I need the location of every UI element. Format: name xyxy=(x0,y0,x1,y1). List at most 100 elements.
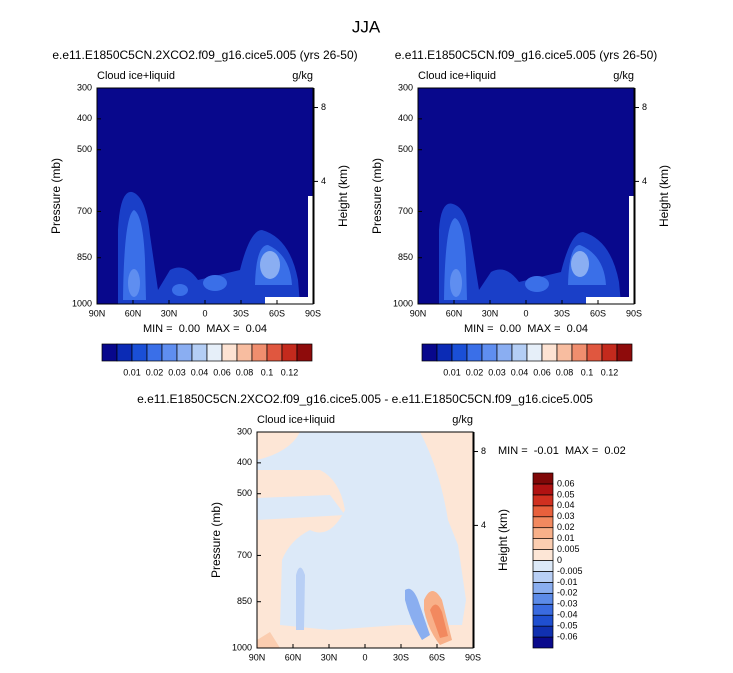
contour-field xyxy=(97,88,313,304)
colorbar-label: -0.005 xyxy=(557,566,583,576)
y2-axis-label: Height (km) xyxy=(657,165,671,227)
colorbar-box xyxy=(526,343,543,362)
y-tick-label: 500 xyxy=(237,488,252,498)
colorbar-label: 0.08 xyxy=(236,367,254,377)
colorbar-label: 0.01 xyxy=(123,367,141,377)
x-tick-label: 90S xyxy=(626,308,642,318)
x-tick-label: 30S xyxy=(393,652,409,662)
colorbar-box xyxy=(532,549,554,561)
y2-axis-label: Height (km) xyxy=(336,165,350,227)
stats-label: MIN = 0.00 MAX = 0.04 xyxy=(143,323,267,335)
colorbar-label: -0.04 xyxy=(557,610,578,620)
y-tick-label: 700 xyxy=(398,206,413,216)
y-tick-label: 400 xyxy=(77,113,92,123)
colorbar-box xyxy=(436,343,453,362)
colorbar-label: -0.01 xyxy=(557,577,578,587)
colorbar-label: 0.06 xyxy=(557,478,575,488)
colorbar-label: 0.04 xyxy=(511,367,529,377)
y-tick-label: 700 xyxy=(237,550,252,560)
colorbar-label: 0.1 xyxy=(261,367,274,377)
colorbar-box xyxy=(176,343,193,362)
colorbar-label: 0.01 xyxy=(557,533,575,543)
colorbar-label: 0.05 xyxy=(557,489,575,499)
x-tick-label: 60S xyxy=(429,652,445,662)
y-tick-label: 850 xyxy=(237,596,252,606)
colorbar-box xyxy=(511,343,528,362)
x-tick-label: 0 xyxy=(362,652,367,662)
y-tick-label: 300 xyxy=(77,82,92,92)
y-axis-label: Pressure (mb) xyxy=(209,502,223,578)
colorbar-label: 0.03 xyxy=(168,367,186,377)
colorbar-box xyxy=(532,483,554,496)
colorbar-box xyxy=(532,494,554,507)
colorbar-box xyxy=(601,343,618,362)
colorbar-box xyxy=(421,343,438,362)
x-tick-label: 90N xyxy=(89,308,106,318)
left-string: Cloud ice+liquid xyxy=(418,70,496,82)
colorbar-box xyxy=(586,343,603,362)
colorbar-label: 0.06 xyxy=(533,367,551,377)
y-tick-label: 400 xyxy=(237,457,252,467)
colorbar-label: 0.01 xyxy=(443,367,461,377)
colorbar-box xyxy=(116,343,133,362)
panel-title: e.e11.E1850C5CN.2XCO2.f09_g16.cice5.005 … xyxy=(137,392,593,406)
y-tick-label: 850 xyxy=(398,252,413,262)
y-tick-label: 1000 xyxy=(393,298,413,308)
y2-tick-label: 4 xyxy=(481,520,486,530)
x-tick-label: 30N xyxy=(321,652,338,662)
y-tick-label: 500 xyxy=(398,144,413,154)
x-tick-label: 90S xyxy=(305,308,321,318)
y2-tick-label: 4 xyxy=(321,176,326,186)
right-string: g/kg xyxy=(452,414,473,426)
colorbar-box xyxy=(532,505,554,518)
panel-title: e.e11.E1850C5CN.f09_g16.cice5.005 (yrs 2… xyxy=(395,48,658,62)
contour-field xyxy=(257,432,473,648)
x-tick-label: 60N xyxy=(446,308,463,318)
colorbar-box xyxy=(466,343,483,362)
colorbar-label: 0.04 xyxy=(191,367,209,377)
x-tick-label: 90N xyxy=(410,308,427,318)
x-tick-label: 90S xyxy=(465,652,481,662)
y-axis-label: Pressure (mb) xyxy=(49,158,63,234)
colorbar-box xyxy=(236,343,253,362)
colorbar-box xyxy=(616,343,633,362)
y2-tick-label: 4 xyxy=(642,176,647,186)
colorbar-label: 0.03 xyxy=(488,367,506,377)
y-tick-label: 700 xyxy=(77,206,92,216)
colorbar-label: 0.08 xyxy=(556,367,574,377)
colorbar-label: 0.1 xyxy=(581,367,594,377)
colorbar-box xyxy=(532,636,554,649)
colorbar-box xyxy=(532,582,554,594)
colorbar-label: 0.02 xyxy=(146,367,164,377)
colorbar-box xyxy=(532,571,554,583)
y2-tick-label: 8 xyxy=(481,446,486,456)
contour-field xyxy=(418,88,634,304)
colorbar-box xyxy=(571,343,588,362)
colorbar-box xyxy=(266,343,283,362)
colorbar-label: -0.05 xyxy=(557,621,578,631)
colorbar-label: 0.12 xyxy=(281,367,299,377)
colorbar-box xyxy=(496,343,513,362)
x-tick-label: 60N xyxy=(125,308,142,318)
right-string: g/kg xyxy=(292,70,313,82)
colorbar-label: -0.03 xyxy=(557,599,578,609)
colorbar-box xyxy=(146,343,163,362)
x-tick-label: 0 xyxy=(202,308,207,318)
colorbar-label: 0.04 xyxy=(557,500,575,510)
colorbar-box xyxy=(532,625,554,638)
y2-tick-label: 8 xyxy=(321,102,326,112)
colorbar-box xyxy=(251,343,268,362)
y2-tick-label: 8 xyxy=(642,102,647,112)
page-title: JJA xyxy=(352,17,381,36)
colorbar-label: 0.12 xyxy=(601,367,619,377)
y-tick-label: 500 xyxy=(77,144,92,154)
colorbar-label: 0.03 xyxy=(557,511,575,521)
y-tick-label: 1000 xyxy=(72,298,92,308)
colorbar-box xyxy=(532,527,554,539)
colorbar-box xyxy=(101,343,118,362)
x-tick-label: 30N xyxy=(161,308,178,318)
colorbar-label: 0.06 xyxy=(213,367,231,377)
x-tick-label: 30N xyxy=(482,308,499,318)
colorbar-label: -0.02 xyxy=(557,588,578,598)
